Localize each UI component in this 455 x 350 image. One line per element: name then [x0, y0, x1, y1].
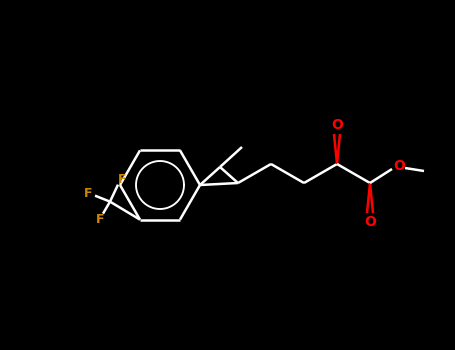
Text: F: F: [96, 213, 104, 226]
Text: F: F: [84, 187, 92, 200]
Text: O: O: [393, 159, 405, 173]
Text: F: F: [118, 173, 126, 186]
Text: O: O: [331, 118, 343, 132]
Text: O: O: [364, 215, 376, 229]
